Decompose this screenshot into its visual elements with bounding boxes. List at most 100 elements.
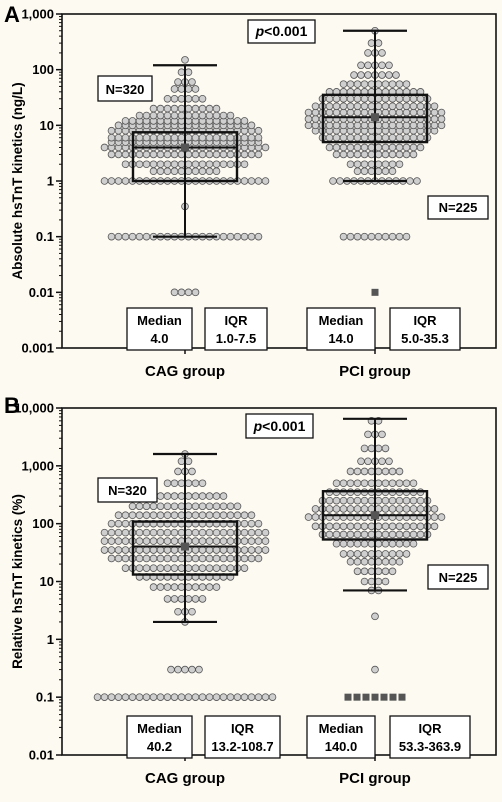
- panel-b-cag-data-point: [128, 511, 137, 520]
- panel-b-pci-median-value: 140.0: [325, 739, 358, 754]
- panel-a-pci-data-point: [437, 121, 446, 130]
- panel-a-pci-data-point: [360, 150, 369, 159]
- panel-b-pci-data-point: [353, 522, 362, 531]
- panel-a-pci-data-point: [346, 121, 355, 130]
- panel-b-pci-data-point: [395, 522, 404, 531]
- panel-b-pci-data-point: [367, 522, 376, 531]
- panel-a-cag-data-point: [191, 150, 200, 159]
- panel-b-cag-data-point: [240, 537, 249, 545]
- panel-a-cag-n-label-box: [97, 75, 153, 102]
- panel-a-cag-data-point: [163, 167, 172, 175]
- panel-a-pci-data-point: [360, 133, 369, 142]
- panel-b-cag-data-point: [254, 546, 263, 554]
- panel-b-cag-data-point: [261, 693, 270, 701]
- panel-b-pci-data-point: [388, 557, 397, 566]
- panel-a-pci-data-point: [388, 94, 397, 103]
- panel-b-pci-data-point: [367, 577, 376, 586]
- panel-b-pci-data-point: [395, 479, 404, 488]
- panel-b-pci-data-point: [367, 444, 376, 453]
- panel-b-cag-data-point: [156, 583, 165, 591]
- panel-b-cag-data-point: [184, 693, 193, 701]
- panel-a-pci-data-point: [374, 143, 383, 152]
- panel-b-pci-data-point: [371, 612, 379, 621]
- panel-b-pci-data-point: [402, 539, 411, 548]
- panel-b-cag-data-point: [170, 546, 179, 554]
- panel-b-cag-data-point: [156, 528, 165, 537]
- panel-a-pci-data-point: [395, 150, 404, 159]
- panel-b-cag-data-point: [184, 502, 193, 511]
- panel-a-pci-data-point: [332, 121, 341, 130]
- panel-b-pci-data-point: [353, 539, 362, 548]
- panel-a-pci-data-point: [402, 143, 411, 152]
- panel-a-cag-data-point: [170, 150, 179, 159]
- panel-a-pci-data-point: [388, 80, 397, 88]
- panel-b-cag-data-point: [135, 546, 144, 554]
- panel-b-cag-data-point: [240, 554, 249, 563]
- panel-a-cag-data-point: [149, 167, 158, 175]
- panel-a-cag-data-point: [247, 133, 256, 142]
- panel-a-cag-data-point: [100, 177, 109, 185]
- panel-a-pci-data-point: [416, 133, 425, 142]
- panel-a-pci-data-point: [353, 102, 362, 111]
- panel-b-cag-data-point: [226, 554, 235, 563]
- panel-b-pci-data-point: [346, 539, 355, 548]
- panel-a-cag-data-point: [163, 160, 172, 169]
- panel-b-pci-data-point: [364, 457, 372, 466]
- panel-a-pci-data-point: [360, 108, 369, 117]
- panel-a-cag-data-point: [156, 133, 165, 142]
- panel-a-cag-data-point: [191, 288, 200, 297]
- panel-b-cag-data-point: [205, 528, 214, 537]
- panel-a-cag-data-point: [142, 232, 151, 241]
- panel-a-pci-data-point: [395, 108, 404, 117]
- panel-b-cag-data-point: [219, 502, 228, 511]
- panel-b-pci-data-point: [409, 496, 418, 505]
- panel-a-y-axis-label: Absolute hsTnT kinetics (ng/L): [10, 82, 25, 279]
- panel-b-cag-data-point: [107, 554, 116, 563]
- panel-a-cag-data-point: [177, 68, 186, 77]
- panel-a-cag-data-point: [135, 133, 144, 142]
- panel-b-cag-data-point: [100, 546, 109, 554]
- panel-b-cag-iqr-label-box: [204, 715, 281, 759]
- panel-b-pci-data-point: [364, 430, 372, 439]
- panel-a-y-tick-label: 1: [47, 174, 54, 189]
- panel-b-pci-data-point: [437, 513, 446, 521]
- panel-b-cag-data-point: [93, 693, 102, 701]
- panel-a-cag-data-point: [191, 133, 200, 142]
- panel-b-cag-data-point: [261, 546, 270, 554]
- panel-b-cag-data-point: [191, 564, 200, 572]
- panel-a-x-category-label: CAG group: [145, 363, 225, 380]
- panel-b-cag-data-point: [100, 528, 109, 537]
- panel-a-pci-data-point: [353, 80, 362, 88]
- panel-a-cag-iqr-label: IQR: [224, 313, 248, 328]
- panel-a-pci-data-point: [381, 108, 390, 117]
- panel-a-cag-data-point: [121, 177, 130, 185]
- panel-b-cag-data-point: [198, 583, 207, 591]
- panel-a-cag-data-point: [177, 160, 186, 169]
- panel-b-pci-data-point: [388, 496, 397, 505]
- panel-a-cag-data-point: [135, 150, 144, 159]
- panel-b-pci-data-point: [395, 550, 404, 558]
- panel-b-cag-data-point: [177, 479, 186, 488]
- panel-b-cag-data-point: [261, 537, 270, 545]
- panel-b-cag-data-point: [198, 537, 207, 545]
- panel-b-cag-data-point: [135, 693, 144, 701]
- panel-b-cag-data-point: [121, 537, 130, 545]
- panel-b-cag-data-point: [212, 492, 221, 500]
- panel-a-pci-data-point: [360, 232, 369, 241]
- panel-b-pci-data-point: [402, 479, 411, 488]
- panel-a-pci-data-point: [395, 94, 404, 103]
- panel-a-pci-data-point: [339, 121, 348, 130]
- panel-a-pci-data-point: [402, 94, 411, 103]
- panel-a-pci-data-point: [416, 108, 425, 117]
- panel-a-cag-data-point: [219, 150, 228, 159]
- panel-a-cag-data-point: [205, 104, 214, 113]
- panel-a-cag-data-point: [219, 232, 228, 241]
- panel-a-cag-data-point: [114, 133, 123, 142]
- panel-a-pci-data-point: [364, 61, 372, 70]
- panel-a-pci-data-point: [416, 102, 425, 111]
- panel-b-x-category-label: PCI group: [339, 770, 411, 787]
- panel-b-pci-data-point: [339, 530, 348, 539]
- panel-a-cag-data-point: [205, 167, 214, 175]
- panel-a-pci-data-point: [325, 108, 334, 117]
- panel-b-pci-data-point: [311, 513, 320, 521]
